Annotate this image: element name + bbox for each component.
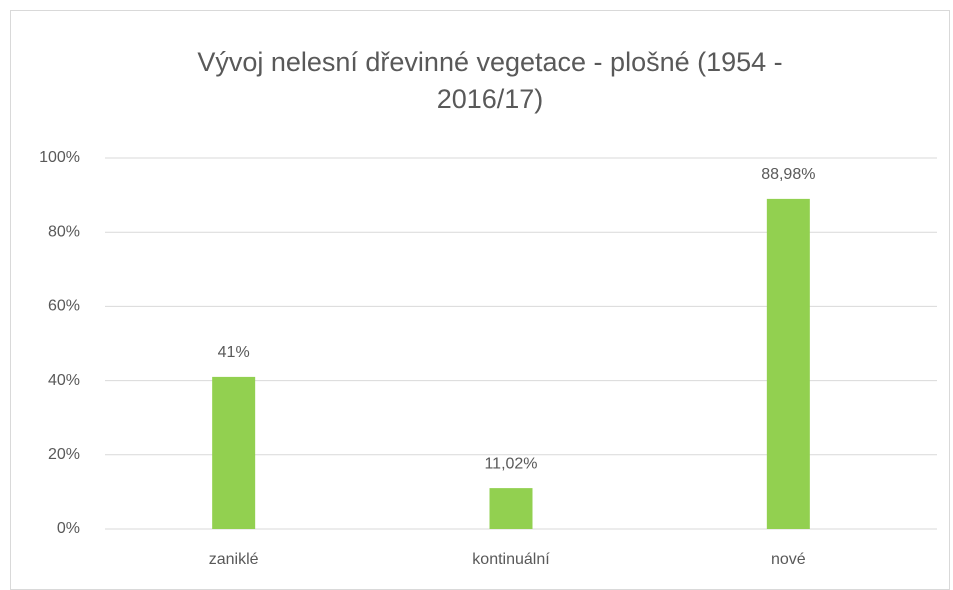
chart-title: Vývoj nelesní dřevinné vegetace - plošné… <box>197 47 783 114</box>
data-label: 11,02% <box>484 455 537 472</box>
x-tick-label: kontinuální <box>472 551 550 568</box>
y-tick-label: 100% <box>39 149 80 166</box>
y-tick-label: 20% <box>48 446 80 463</box>
x-tick-label: zaniklé <box>209 551 259 568</box>
data-label: 41% <box>218 344 250 361</box>
y-tick-label: 80% <box>48 223 80 240</box>
bar <box>212 376 256 529</box>
x-tick-label: nové <box>771 551 806 568</box>
data-label: 88,98% <box>761 166 815 183</box>
y-tick-label: 60% <box>48 298 80 315</box>
bar <box>766 198 810 529</box>
y-tick-label: 40% <box>48 372 80 389</box>
y-tick-label: 0% <box>57 520 80 537</box>
bar <box>489 488 533 529</box>
